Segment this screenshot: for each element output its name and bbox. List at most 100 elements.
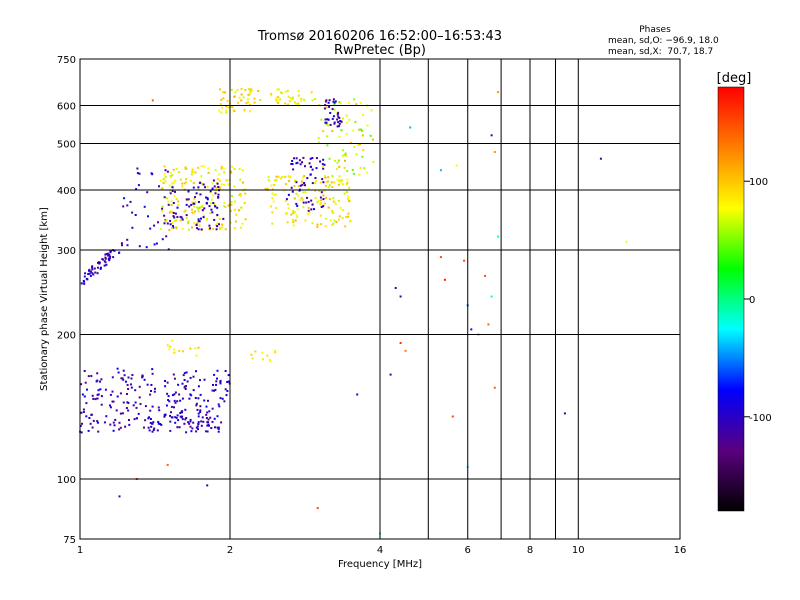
data-point xyxy=(284,102,287,105)
data-point xyxy=(363,167,366,170)
data-point xyxy=(130,383,132,386)
data-point xyxy=(240,93,243,96)
data-point xyxy=(484,274,487,277)
data-point xyxy=(439,169,442,172)
data-point xyxy=(175,227,178,230)
data-point xyxy=(86,388,88,391)
data-point xyxy=(91,272,94,275)
data-point xyxy=(271,188,274,191)
data-point xyxy=(331,209,334,212)
data-point xyxy=(174,219,177,222)
data-point xyxy=(197,397,200,400)
data-point xyxy=(249,91,252,94)
data-point xyxy=(331,108,334,111)
data-point xyxy=(114,418,117,421)
data-point xyxy=(230,203,233,206)
data-point xyxy=(201,205,204,208)
data-point xyxy=(169,192,172,195)
data-point xyxy=(323,202,326,205)
data-point xyxy=(277,101,279,104)
data-point xyxy=(343,154,346,156)
data-point xyxy=(213,417,216,420)
data-point xyxy=(214,192,217,195)
data-point xyxy=(314,182,317,185)
data-point xyxy=(176,400,179,403)
data-point xyxy=(161,210,164,213)
data-point xyxy=(243,201,246,204)
data-point xyxy=(96,393,99,396)
data-point xyxy=(136,172,139,175)
data-point xyxy=(321,163,324,166)
phases-o-mode: mean, sd,O: −96.9, 18.0 xyxy=(608,36,719,46)
data-point xyxy=(200,424,203,427)
data-point xyxy=(197,166,200,169)
data-point xyxy=(163,222,166,225)
data-point xyxy=(355,153,358,156)
data-point xyxy=(172,202,175,204)
data-point xyxy=(88,417,91,419)
data-point xyxy=(346,170,349,172)
data-point xyxy=(169,219,172,222)
data-point xyxy=(399,295,402,298)
data-point xyxy=(172,226,175,229)
data-point xyxy=(248,93,251,96)
data-point xyxy=(113,424,116,427)
data-point xyxy=(203,378,206,381)
data-point xyxy=(333,200,336,203)
data-point xyxy=(205,417,208,419)
data-point xyxy=(217,428,220,430)
data-point xyxy=(184,209,187,212)
data-point xyxy=(194,200,197,203)
data-point xyxy=(88,268,91,271)
data-point xyxy=(361,155,364,158)
data-point xyxy=(220,98,223,101)
data-point xyxy=(211,187,214,190)
data-point xyxy=(164,414,166,417)
data-point xyxy=(225,105,228,108)
data-point xyxy=(191,201,194,204)
data-point xyxy=(341,154,344,157)
data-point xyxy=(82,411,85,413)
data-point xyxy=(184,388,187,390)
data-point xyxy=(219,380,222,383)
data-point xyxy=(332,222,335,225)
data-point xyxy=(187,198,190,201)
data-point xyxy=(183,379,186,381)
data-point xyxy=(152,429,155,431)
data-point xyxy=(341,216,344,219)
data-point xyxy=(167,248,170,251)
data-point xyxy=(170,405,173,408)
data-point xyxy=(340,120,343,123)
data-point xyxy=(232,108,235,111)
data-point xyxy=(216,369,219,372)
data-point xyxy=(125,407,128,409)
data-point xyxy=(229,209,232,212)
data-point xyxy=(216,222,219,225)
data-point xyxy=(195,402,198,405)
data-point xyxy=(216,415,219,418)
data-point xyxy=(284,175,287,178)
data-point xyxy=(147,426,150,429)
data-point xyxy=(290,213,293,216)
data-point xyxy=(325,106,328,109)
data-point xyxy=(311,157,314,159)
data-point xyxy=(347,212,350,215)
data-point xyxy=(295,202,298,205)
data-point xyxy=(193,222,195,225)
data-point xyxy=(236,89,239,91)
data-point xyxy=(325,121,328,124)
phases-heading: Phases xyxy=(639,25,671,35)
data-point xyxy=(340,179,343,182)
data-point xyxy=(599,157,602,160)
data-point xyxy=(109,404,111,407)
data-point xyxy=(173,194,176,197)
data-point xyxy=(211,198,214,201)
data-point xyxy=(359,101,362,104)
data-point xyxy=(174,416,177,419)
data-point xyxy=(217,195,220,198)
data-point xyxy=(226,381,229,383)
data-point xyxy=(209,227,211,230)
data-point xyxy=(199,393,202,396)
data-point xyxy=(122,369,125,372)
data-point xyxy=(95,380,98,383)
